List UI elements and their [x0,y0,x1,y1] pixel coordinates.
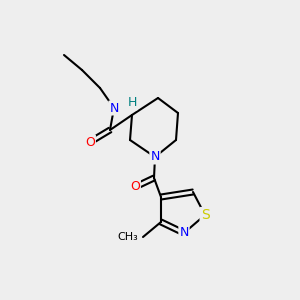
Text: N: N [109,101,119,115]
Text: CH₃: CH₃ [117,232,138,242]
Text: O: O [130,181,140,194]
Text: N: N [179,226,189,239]
Text: H: H [127,97,137,110]
Text: N: N [150,151,160,164]
Text: S: S [201,208,209,222]
Text: O: O [85,136,95,148]
